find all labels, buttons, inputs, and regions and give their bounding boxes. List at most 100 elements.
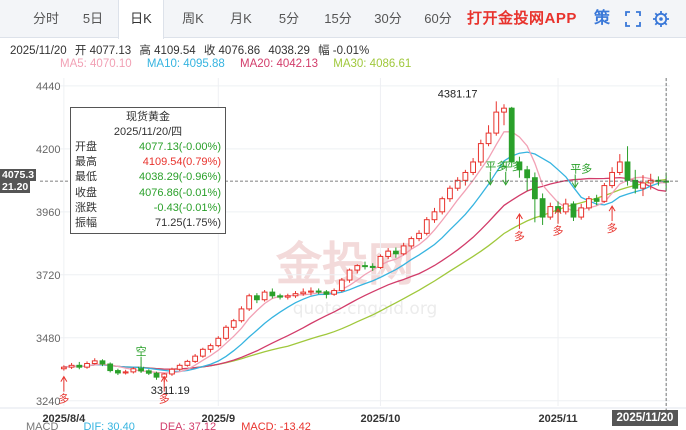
candle-body	[354, 265, 361, 271]
open-app-link[interactable]: 打开金投网APP	[467, 10, 577, 27]
candle-body	[377, 255, 384, 268]
tab-30min[interactable]: 30分	[374, 11, 402, 26]
tab-weekly-k[interactable]: 周K	[182, 11, 204, 26]
candle-body	[439, 198, 446, 213]
candle-body	[431, 211, 438, 221]
tab-monthly-k[interactable]: 月K	[230, 11, 252, 26]
x-tick-label: 2025/8/4	[42, 413, 86, 425]
y-tick-label: 4200	[36, 144, 60, 156]
watermark-url: quote.cngold.org	[293, 299, 438, 319]
buy-arrow-head	[554, 207, 562, 214]
candle-body	[493, 111, 500, 134]
close-signal: 平多	[501, 159, 523, 173]
macd-dif: DIF: 30.40	[83, 421, 135, 430]
buy-signal: 多	[58, 392, 69, 406]
tab-15min[interactable]: 15分	[324, 11, 352, 26]
candle-body	[68, 364, 75, 368]
candle-body	[99, 360, 106, 365]
fullscreen-icon[interactable]	[624, 10, 642, 28]
candle-body	[400, 245, 407, 255]
candle-body	[547, 206, 554, 218]
candle-body	[122, 371, 129, 374]
candle-body	[369, 265, 376, 268]
candle-body	[315, 290, 322, 293]
tab-intraday[interactable]: 分时	[32, 11, 59, 26]
candlestick-chart[interactable]: 金投网quote.cngold.org324034803720396042004…	[0, 72, 686, 428]
candle-body	[284, 295, 291, 298]
gear-icon[interactable]	[652, 10, 670, 28]
candle-body	[107, 363, 114, 372]
tooltip-row-high: 最高 4109.54(0.79%)	[75, 156, 221, 169]
close-arrow-head	[571, 182, 579, 189]
candle-body	[616, 161, 623, 173]
candle-body	[362, 265, 368, 268]
ohlc-high: 高 4109.54	[139, 45, 196, 57]
candle-body	[447, 187, 453, 200]
sell-signal: 空	[136, 344, 147, 358]
ma5-label: MA5: 4070.10	[60, 58, 132, 70]
tooltip-date: 2025/11/20/四	[113, 126, 183, 138]
ohlc-open: 开 4077.13	[74, 45, 132, 57]
candle-body	[470, 161, 476, 173]
candle-body	[501, 107, 507, 113]
macd-dea: DEA: 37.12	[159, 421, 217, 430]
candle-body	[207, 345, 214, 350]
buy-arrow-head	[160, 375, 168, 382]
candle-body	[199, 348, 206, 357]
candle-body	[524, 169, 531, 179]
candle-body	[508, 107, 515, 163]
strategy-icon[interactable]: 策	[594, 10, 611, 27]
candle-body	[269, 291, 276, 297]
cursor-date-label: 2025/11/20	[612, 410, 678, 426]
candle-body	[238, 308, 245, 322]
candle-body	[578, 207, 585, 218]
ohlc-close: 收 4076.86	[203, 45, 261, 57]
candle-body	[477, 143, 484, 163]
candle-body	[230, 320, 237, 328]
ma20-label: MA20: 4042.13	[240, 58, 319, 70]
buy-signal: 多	[514, 229, 525, 243]
candle-body	[176, 364, 183, 370]
y-tick-label: 3480	[36, 333, 60, 345]
candle-body	[454, 179, 461, 189]
buy-signal: 多	[607, 221, 618, 235]
high-annotation: 4381.17	[438, 88, 478, 100]
ohlc-amplitude: 幅 -0.01%	[318, 45, 370, 57]
candle-body	[153, 372, 160, 378]
candle-body	[624, 161, 631, 181]
buy-signal: 多	[553, 224, 564, 238]
candle-body	[640, 182, 646, 189]
candle-body	[300, 291, 307, 295]
candle-body	[408, 238, 415, 247]
candle-body	[609, 171, 615, 187]
price-tooltip: 现货黄金 2025/11/20/四 开盘 4077.13(-0.00%) 最高 …	[70, 107, 226, 235]
tab-daily-k[interactable]: 日K	[118, 0, 164, 39]
candle-body	[562, 203, 569, 213]
low-annotation: 3311.19	[151, 385, 190, 397]
ohlc-date: 2025/11/20	[10, 45, 67, 57]
candle-body	[331, 290, 338, 295]
y-tick-label: 3240	[36, 396, 60, 408]
candle-body	[91, 360, 98, 364]
candle-body	[586, 198, 592, 209]
y-tick-label: 4440	[36, 81, 60, 93]
tooltip-row-open: 开盘 4077.13(-0.00%)	[75, 141, 221, 153]
macd-legend: MACD DIF: 30.40 DEA: 37.12 MACD: -13.42	[26, 421, 333, 430]
candle-body	[277, 295, 283, 298]
candle-body	[423, 219, 430, 234]
tab-5min[interactable]: 5分	[278, 11, 300, 26]
cursor-price-label: 4075.3	[0, 169, 37, 181]
candle-body	[647, 179, 654, 184]
close-signal: 平多	[485, 159, 507, 173]
tab-5day[interactable]: 5日	[82, 11, 104, 26]
candle-body	[246, 295, 253, 310]
candle-body	[632, 179, 639, 189]
candle-body	[130, 368, 137, 373]
candle-body	[84, 362, 90, 368]
tooltip-row-amplitude: 振幅 71.25(1.75%)	[75, 217, 221, 230]
y-tick-label: 3960	[36, 207, 60, 219]
macd-title: MACD	[26, 421, 59, 430]
tab-60min[interactable]: 60分	[424, 11, 452, 26]
candle-body	[261, 291, 268, 301]
candle-body	[184, 360, 191, 366]
